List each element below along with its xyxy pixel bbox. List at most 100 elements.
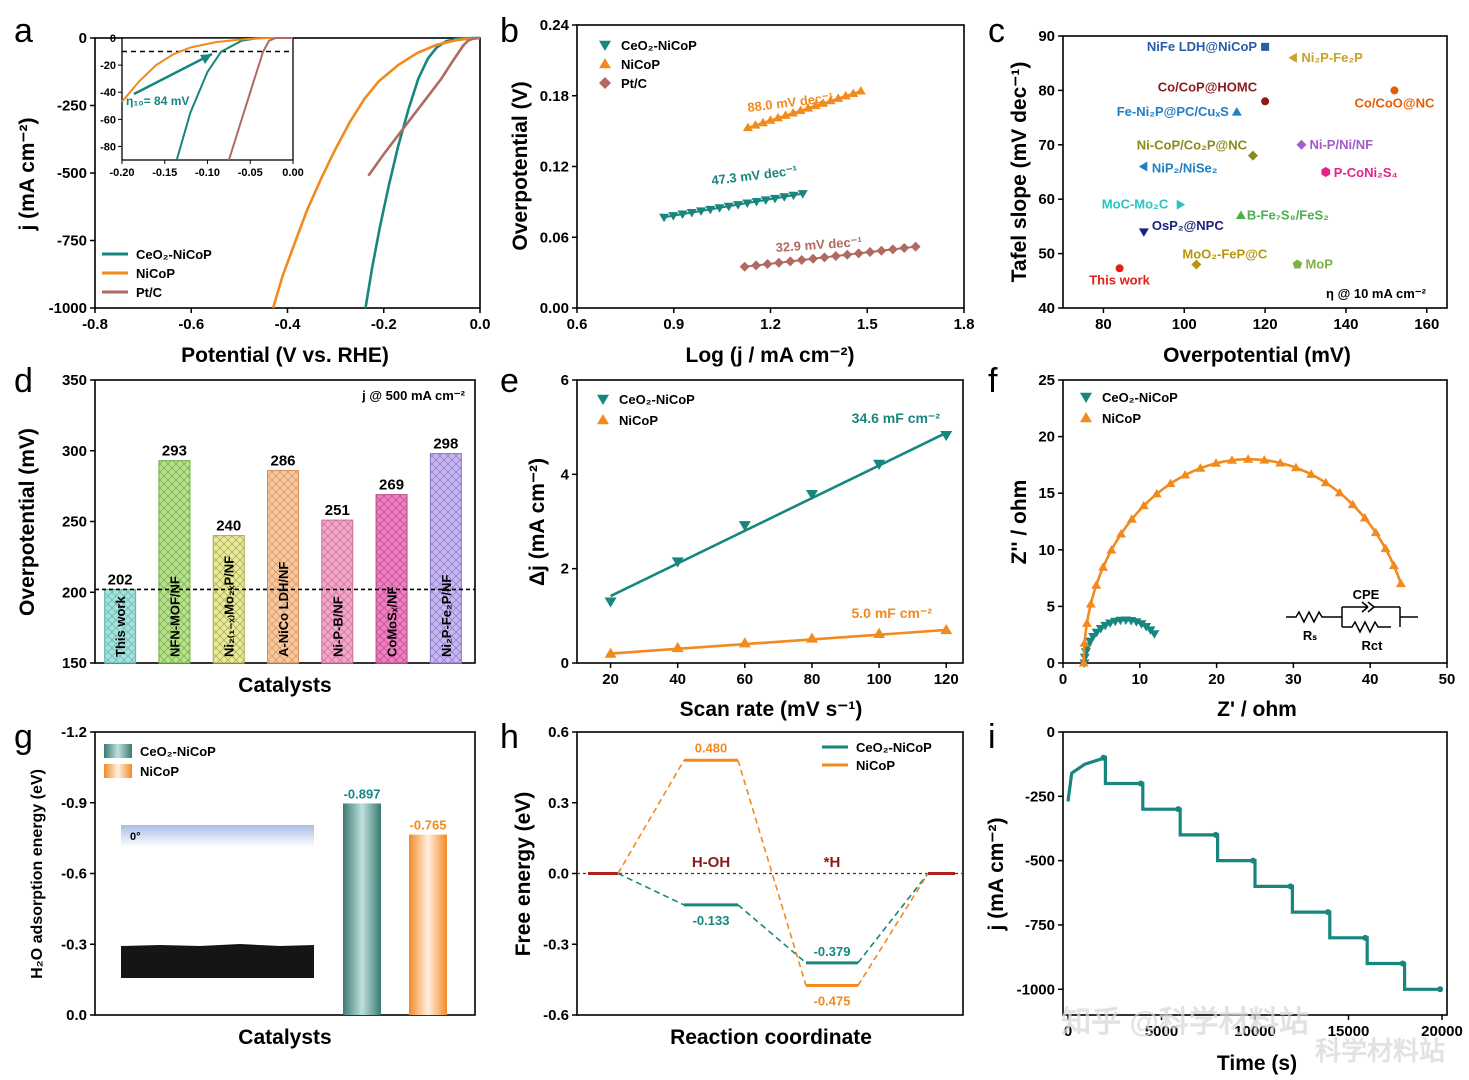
b-data-point	[848, 88, 859, 97]
g-legend-swatch	[104, 744, 132, 758]
a-inset-xticklabel: 0.00	[282, 167, 303, 179]
b-data-point	[795, 105, 806, 115]
c-y-ticklabel: 60	[1038, 191, 1055, 208]
f-data-point	[1151, 488, 1162, 498]
d-category-label: This work	[113, 596, 128, 657]
a-ylabel: j (mA cm⁻²)	[16, 118, 39, 232]
e-x-ticklabel: 80	[804, 671, 821, 688]
d-bar	[267, 470, 299, 664]
b-data-point	[819, 252, 830, 263]
i-data-point	[1100, 754, 1107, 761]
a-x-ticklabel: 0.0	[470, 316, 491, 333]
e-data-point	[671, 641, 684, 653]
a-series-line	[271, 36, 481, 309]
b-data-point	[842, 249, 853, 260]
i-data-point	[1137, 780, 1144, 787]
h-legend-1-label: NiCoP	[856, 758, 895, 773]
i-data-point	[1399, 960, 1406, 967]
b-x-ticklabel: 1.8	[954, 316, 975, 333]
b-data-point	[751, 260, 762, 271]
c-x-ticklabel: 80	[1095, 316, 1112, 333]
a-xlabel: Potential (V vs. RHE)	[181, 344, 389, 367]
h-y-ticklabel: 0.3	[548, 795, 569, 812]
f-ylabel: Z'' / ohm	[1008, 480, 1031, 565]
f-legend-1-label: NiCoP	[1102, 411, 1141, 426]
d-bar	[375, 494, 408, 664]
f-data-point	[1078, 658, 1089, 667]
b-data-point	[899, 243, 910, 254]
h-y-ticklabel: 0.6	[548, 724, 569, 741]
c-data-point	[1176, 199, 1186, 210]
f-y-ticklabel: 20	[1038, 429, 1055, 446]
h-connector	[857, 873, 929, 986]
g-legend-label: NiCoP	[140, 764, 179, 779]
a-inset-curve	[227, 37, 293, 161]
f-fit-curve	[1082, 458, 1403, 664]
c-point-label: Co/CoP@HOMC	[1158, 79, 1258, 94]
c-point-label: NiFe LDH@NiCoP	[1147, 39, 1258, 54]
c-point-label: B-Fe₇S₈/FeS₂	[1247, 208, 1329, 223]
b-data-point	[757, 117, 768, 127]
g-y-ticklabel: -0.3	[61, 936, 87, 953]
c-x-ticklabel: 120	[1253, 316, 1278, 333]
f-data-point	[1290, 462, 1301, 472]
b-slope-label: 32.9 mV dec⁻¹	[775, 234, 862, 255]
f-legend-0-swatch	[1080, 392, 1092, 403]
i-y-ticklabel: -250	[1025, 788, 1055, 805]
b-data-point	[696, 207, 707, 216]
b-data-point	[677, 210, 688, 220]
c-point-label: This work	[1089, 272, 1150, 287]
f-data-point	[1081, 618, 1092, 627]
g-y-ticklabel: -0.9	[61, 795, 87, 812]
f-xlabel: Z' / ohm	[1217, 698, 1297, 721]
f-data-point	[1195, 463, 1206, 472]
a-inset-curve	[121, 37, 293, 103]
h-ylabel: Free energy (eV)	[512, 792, 535, 957]
e-data-point	[873, 627, 886, 638]
b-legend-0-label: CeO₂-NiCoP	[621, 38, 697, 53]
b-data-point	[825, 95, 836, 105]
f-circuit-diagram	[1286, 601, 1418, 634]
b-y-ticklabel: 0.00	[540, 300, 569, 317]
a-legend-2-label: Pt/C	[136, 285, 163, 300]
c-x-ticklabel: 160	[1414, 316, 1439, 333]
b-data-point	[723, 202, 734, 212]
d-note: j @ 500 mA cm⁻²	[361, 388, 466, 403]
b-data-point	[865, 247, 876, 258]
c-data-point	[1235, 210, 1246, 220]
c-xlabel: Overpotential (mV)	[1163, 344, 1351, 367]
e-data-point	[671, 557, 684, 568]
f-data-point	[1359, 512, 1370, 522]
a-inset-yticklabel: -80	[100, 141, 116, 153]
c-data-point	[1261, 42, 1270, 51]
a-legend-1-label: NiCoP	[136, 266, 175, 281]
h-xlabel: Reaction coordinate	[670, 1026, 872, 1049]
e-x-ticklabel: 20	[602, 671, 619, 688]
i-x-ticklabel: 10000	[1234, 1023, 1276, 1040]
d-bar	[104, 588, 137, 664]
d-y-ticklabel: 200	[62, 584, 87, 601]
b-data-point	[779, 193, 790, 202]
i-y-ticklabel: -750	[1025, 917, 1055, 934]
h-level-label: -0.475	[814, 994, 851, 1009]
d-category-label: Ni₂₍₁₋ₓ₎Mo₂ₓP/NF	[222, 556, 237, 657]
b-data-point	[780, 110, 791, 119]
h-level-label: -0.133	[693, 913, 730, 928]
b-ylabel: Overpotential (V)	[509, 81, 532, 250]
panel-label-d: d	[14, 362, 33, 400]
c-y-ticklabel: 80	[1038, 82, 1055, 99]
b-data-point	[830, 251, 841, 262]
f-data-point	[1395, 578, 1406, 588]
g-value-label: -0.897	[344, 786, 381, 801]
panel-label-e: e	[500, 362, 519, 400]
f-data-point	[1138, 500, 1149, 510]
g-y-ticklabel: -1.2	[61, 724, 87, 741]
c-data-point	[1231, 107, 1242, 116]
g-ylabel: H₂O adsorption energy (eV)	[29, 769, 46, 979]
c-data-point	[1247, 150, 1258, 161]
c-data-point	[1288, 52, 1297, 63]
f-data-point	[1116, 529, 1127, 538]
i-data-point	[1437, 986, 1444, 993]
f-data-point	[1165, 478, 1176, 488]
i-y-ticklabel: 0	[1047, 724, 1055, 741]
